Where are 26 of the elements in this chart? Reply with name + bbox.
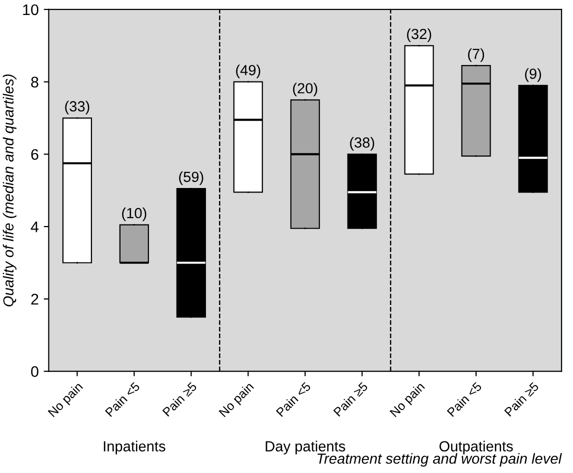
text: Inpatients (104, 440, 166, 454)
y-axis-title: Quality of life (median and quartiles) (2, 74, 16, 306)
y-tick-label: 10 (23, 4, 38, 16)
annotation: (7) (468, 48, 484, 62)
y-tick-label: 2 (31, 294, 38, 304)
x-tick-label: Pain <5 (104, 381, 140, 418)
y-tick-label: 0 (31, 366, 38, 377)
annotation: (20) (293, 82, 318, 96)
x-tick-label: Pain ≥5 (162, 381, 198, 417)
y-tick-label: 8 (31, 76, 38, 88)
x-tick-label: Pain ≥5 (332, 381, 368, 417)
annotation: (38) (350, 136, 374, 151)
x-tick-label: Pain <5 (446, 381, 482, 418)
annotation: (33) (65, 100, 90, 114)
text: Outpatients (439, 440, 513, 454)
x-tick-label: Pain ≥5 (504, 381, 540, 417)
y-tick-label: 4 (30, 222, 39, 232)
text: Day patients (266, 440, 346, 454)
annotation: (32) (407, 28, 432, 42)
annotation: (10) (122, 208, 146, 222)
annotation: (49) (236, 64, 260, 78)
y-tick-label: 6 (31, 149, 38, 160)
annotation: (9) (525, 68, 542, 82)
annotation: (59) (179, 171, 204, 185)
x-axis-title: Treatment setting and worst pain level (318, 453, 562, 467)
x-tick-label: Pain <5 (276, 381, 312, 418)
